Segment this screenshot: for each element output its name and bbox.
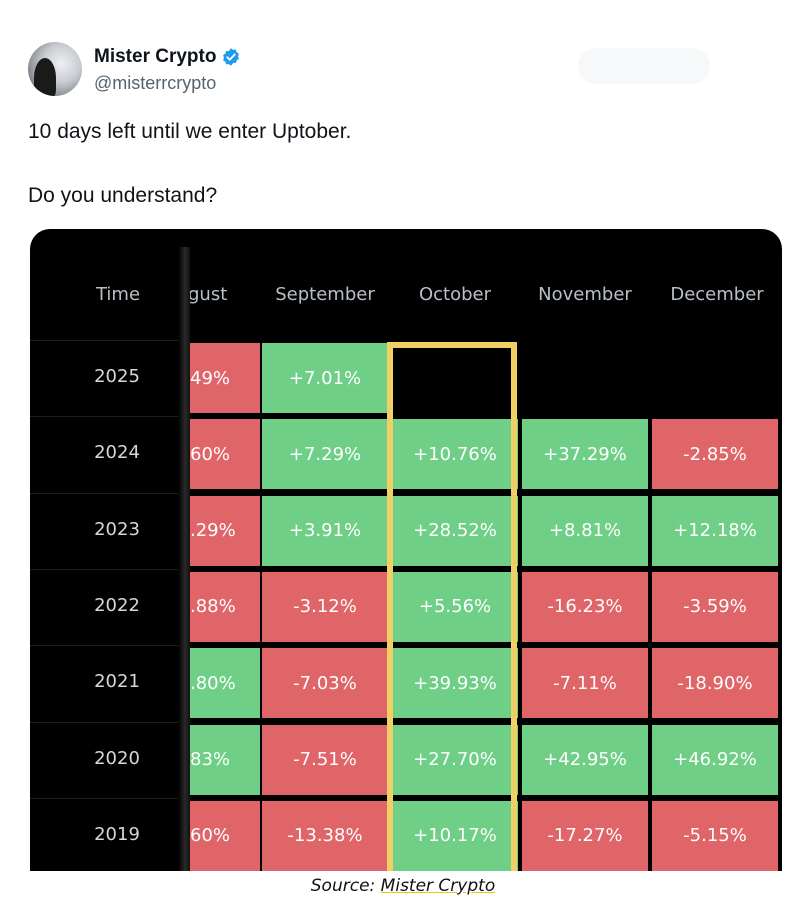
return-cell-2021-october: +39.93%	[392, 648, 518, 719]
column-cutoff-shadow	[178, 247, 190, 871]
column-header-december: December	[670, 284, 764, 305]
row-divider	[30, 721, 188, 723]
year-label-2024: 2024	[94, 442, 140, 464]
time-header: Time	[95, 284, 141, 305]
verified-badge-icon	[223, 48, 240, 66]
return-cell-2025-gust: 49%	[188, 343, 260, 413]
return-cell-2022-november: -16.23%	[522, 571, 648, 642]
row-divider	[30, 568, 188, 570]
author-row: Mister Crypto	[94, 46, 241, 68]
return-cell-2019-gust: 60%	[188, 800, 260, 871]
return-cell-2022-gust: .88%	[188, 571, 260, 642]
october-highlight-box	[387, 342, 517, 871]
source-caption: Source: Mister Crypto	[0, 876, 806, 896]
return-cell-2020-september: -7.51%	[262, 724, 388, 795]
return-cell-2020-december: +46.92%	[652, 724, 778, 795]
column-header-october: October	[418, 284, 492, 305]
return-cell-2023-september: +3.91%	[262, 495, 388, 566]
return-cell-2019-september: -13.38%	[262, 800, 388, 871]
year-label-2019: 2019	[94, 823, 140, 845]
return-cell-2024-november: +37.29%	[522, 419, 648, 490]
return-cell-2023-december: +12.18%	[652, 495, 778, 566]
return-cell-2020-october: +27.70%	[392, 724, 518, 795]
year-label-2020: 2020	[94, 747, 140, 769]
return-cell-2021-september: -7.03%	[262, 648, 388, 719]
tweet-text-line-2: Do you understand?	[28, 184, 218, 207]
column-header-november: November	[538, 284, 632, 305]
author-name[interactable]: Mister Crypto	[94, 46, 217, 67]
return-cell-2022-october: +5.56%	[392, 571, 518, 642]
column-header-gust: gust	[188, 284, 228, 305]
row-divider	[30, 492, 188, 494]
tweet-image-table[interactable]: Time gust September October November Decembe…	[30, 229, 782, 871]
return-cell-2019-november: -17.27%	[522, 800, 648, 871]
return-cell-2023-gust: .29%	[188, 495, 260, 566]
return-cell-2024-december: -2.85%	[652, 419, 778, 490]
return-cell-2021-november: -7.11%	[522, 648, 648, 719]
return-cell-2022-september: -3.12%	[262, 571, 388, 642]
column-header-september: September	[275, 284, 375, 305]
row-divider	[30, 797, 188, 799]
return-cell-2020-november: +42.95%	[522, 724, 648, 795]
row-divider	[30, 416, 188, 418]
return-cell-2024-september: +7.29%	[262, 419, 388, 490]
return-cell-2022-december: -3.59%	[652, 571, 778, 642]
source-prefix: Source:	[310, 876, 381, 896]
return-cell-2024-gust: 60%	[188, 419, 260, 490]
return-cell-2021-december: -18.90%	[652, 648, 778, 719]
return-cell-2025-september: +7.01%	[262, 343, 388, 413]
return-cell-2023-november: +8.81%	[522, 495, 648, 566]
return-cell-2020-gust: 83%	[188, 724, 260, 795]
year-label-2023: 2023	[94, 518, 140, 540]
return-cell-2019-december: -5.15%	[652, 800, 778, 871]
return-cell-2021-gust: .80%	[188, 648, 260, 719]
source-link[interactable]: Mister Crypto	[380, 876, 496, 896]
return-cell-2024-october: +10.76%	[392, 419, 518, 490]
year-label-2022: 2022	[94, 594, 140, 616]
author-handle[interactable]: @misterrcrypto	[94, 73, 217, 93]
return-cell-2019-october: +10.17%	[392, 800, 518, 871]
year-label-2025: 2025	[94, 366, 140, 387]
tweet-text-line-1: 10 days left until we enter Uptober.	[28, 120, 352, 143]
row-divider	[30, 645, 188, 647]
return-cell-2023-october: +28.52%	[392, 495, 518, 566]
avatar[interactable]	[28, 42, 82, 96]
follow-button[interactable]	[578, 48, 710, 84]
row-divider	[30, 340, 188, 341]
year-label-2021: 2021	[94, 671, 140, 693]
